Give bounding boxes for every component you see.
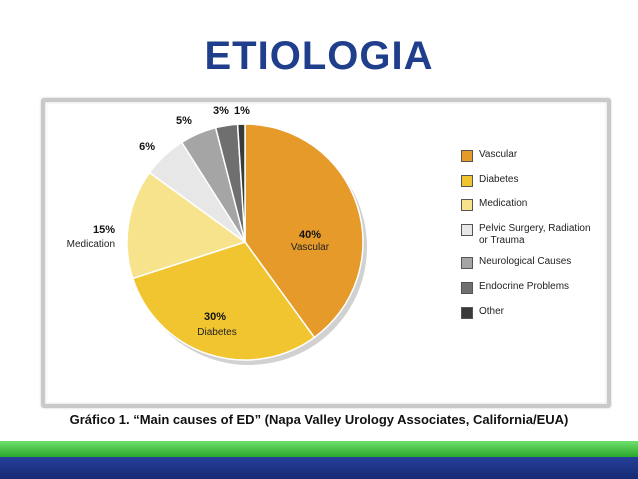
slice-label-other: 1% (234, 105, 250, 117)
pie-slice-other (236, 123, 246, 243)
slice-label-pelvic-surgery-radiation: 6% (139, 141, 155, 153)
slice-sublabel-diabetes: Diabetes (197, 327, 236, 338)
chart-frame: 40% Vascular 30% Diabetes 15% Medication 6% 5% 3… (41, 98, 611, 408)
slice-sublabel-vascular: Vascular (291, 242, 330, 253)
footer-blue-bar (0, 457, 638, 479)
slice-sublabel-medication: Medication (67, 239, 115, 250)
legend-label-medication: Medication (479, 198, 528, 209)
pie-slice-medication (126, 171, 247, 280)
legend-label-other: Other (479, 306, 505, 317)
legend-swatch-neurological-causes (461, 257, 473, 269)
pie-chart: 40%Vascular 30% Diabetes 15% Medication 6% 5% 3… (67, 105, 367, 365)
footer-green-bar (0, 441, 638, 457)
slice-label-vascular: 40% (299, 229, 321, 241)
legend-label-endocrine-problems: Endocrine Problems (479, 281, 570, 292)
slice-label-medication: 15% (93, 224, 115, 236)
slice-label-endocrine-problems: 3% (213, 105, 229, 117)
chart-caption: Gráfico 1. “Main causes of ED” (Napa Val… (69, 412, 569, 427)
slide-title: ETIOLOGIA (204, 34, 434, 78)
legend-label-vascular: Vascular (479, 149, 518, 160)
legend-label-neurological-causes: Neurological Causes (479, 256, 572, 267)
legend-label-diabetes: Diabetes (479, 174, 519, 185)
legend-swatch-endocrine-problems (461, 282, 473, 294)
slice-label-diabetes: 30% (204, 311, 226, 323)
legend-label-pelvic-surgery-radiation: Pelvic Surgery, Radiation or Trauma (479, 223, 591, 246)
pie-slice-vascular (244, 123, 364, 339)
pie-slice-diabetes (131, 241, 316, 361)
legend-swatch-medication (461, 199, 473, 211)
legend-swatch-pelvic-surgery-radiation (461, 224, 473, 236)
legend-swatch-vascular (461, 150, 473, 162)
slice-label-neurological-causes: 5% (176, 115, 192, 127)
legend-swatch-other (461, 307, 473, 319)
legend-swatch-diabetes (461, 175, 473, 187)
